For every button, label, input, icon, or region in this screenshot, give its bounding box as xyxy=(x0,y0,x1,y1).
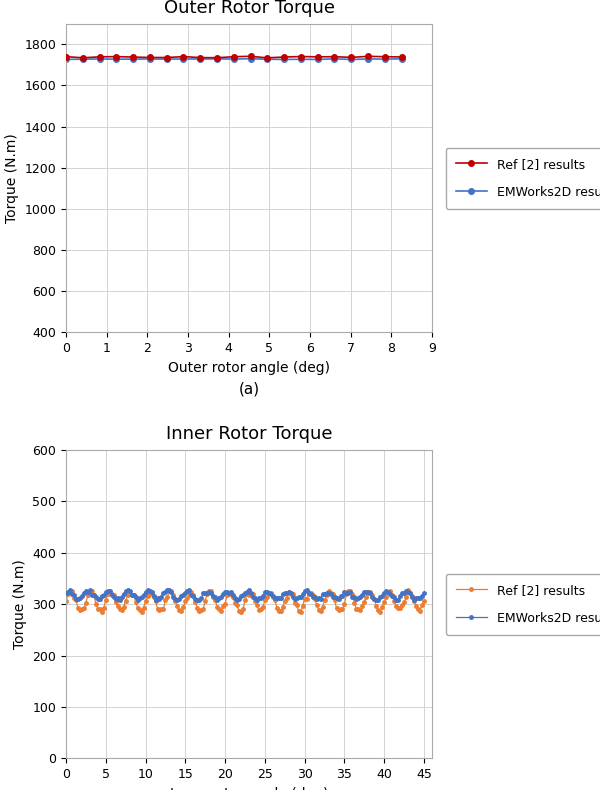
EMWorks2D results xyxy=(363,587,370,596)
Ref [2] results xyxy=(297,52,304,62)
EMWorks2D results xyxy=(197,55,204,64)
Ref [2] results xyxy=(130,52,137,62)
EMWorks2D results xyxy=(62,589,70,598)
Title: Outer Rotor Torque: Outer Rotor Torque xyxy=(163,0,335,17)
EMWorks2D results xyxy=(239,590,247,600)
Ref [2] results xyxy=(62,596,70,606)
Ref [2] results xyxy=(381,52,388,62)
Ref [2] results xyxy=(233,600,241,610)
Ref [2] results xyxy=(280,52,287,62)
EMWorks2D results xyxy=(297,55,304,64)
Ref [2] results xyxy=(230,52,238,62)
EMWorks2D results xyxy=(230,55,238,64)
Ref [2] results xyxy=(331,52,338,62)
EMWorks2D results xyxy=(116,595,124,604)
EMWorks2D results xyxy=(214,54,221,63)
Ref [2] results xyxy=(364,51,371,61)
EMWorks2D results xyxy=(263,55,271,64)
Ref [2] results xyxy=(197,53,204,62)
EMWorks2D results xyxy=(96,55,103,64)
Ref [2] results xyxy=(297,608,304,617)
Ref [2] results xyxy=(398,52,405,62)
EMWorks2D results xyxy=(238,592,245,601)
EMWorks2D results xyxy=(180,55,187,64)
Ref [2] results xyxy=(116,604,124,613)
EMWorks2D results xyxy=(92,592,100,602)
Ref [2] results xyxy=(404,585,412,595)
Ref [2] results xyxy=(347,53,355,62)
Ref [2] results xyxy=(214,53,221,62)
Ref [2] results xyxy=(113,52,120,62)
EMWorks2D results xyxy=(79,55,86,64)
EMWorks2D results xyxy=(347,55,355,64)
EMWorks2D results xyxy=(144,585,151,595)
Line: Ref [2] results: Ref [2] results xyxy=(64,589,426,614)
Line: EMWorks2D results: EMWorks2D results xyxy=(63,56,404,62)
Title: Inner Rotor Torque: Inner Rotor Torque xyxy=(166,424,332,442)
EMWorks2D results xyxy=(214,596,221,605)
X-axis label: Inner rotor angle (deg): Inner rotor angle (deg) xyxy=(170,787,328,790)
Ref [2] results xyxy=(79,53,86,62)
Line: EMWorks2D results: EMWorks2D results xyxy=(64,589,426,602)
Ref [2] results xyxy=(163,53,170,62)
EMWorks2D results xyxy=(381,55,388,64)
X-axis label: Outer rotor angle (deg): Outer rotor angle (deg) xyxy=(168,361,330,374)
Ref [2] results xyxy=(92,599,100,608)
EMWorks2D results xyxy=(364,55,371,64)
EMWorks2D results xyxy=(62,55,70,64)
EMWorks2D results xyxy=(280,55,287,64)
Ref [2] results xyxy=(314,52,321,62)
Line: Ref [2] results: Ref [2] results xyxy=(63,54,404,61)
EMWorks2D results xyxy=(398,54,405,63)
Ref [2] results xyxy=(96,52,103,62)
Text: (a): (a) xyxy=(238,382,260,397)
EMWorks2D results xyxy=(314,55,321,64)
EMWorks2D results xyxy=(113,55,120,64)
Ref [2] results xyxy=(361,596,368,606)
Ref [2] results xyxy=(162,596,169,605)
Y-axis label: Torque (N.m): Torque (N.m) xyxy=(13,559,27,649)
Legend: Ref [2] results, EMWorks2D results: Ref [2] results, EMWorks2D results xyxy=(446,574,600,634)
Legend: Ref [2] results, EMWorks2D results: Ref [2] results, EMWorks2D results xyxy=(446,148,600,209)
EMWorks2D results xyxy=(421,588,428,597)
Ref [2] results xyxy=(247,51,254,61)
Ref [2] results xyxy=(180,52,187,62)
EMWorks2D results xyxy=(331,54,338,63)
Y-axis label: Torque (N.m): Torque (N.m) xyxy=(5,134,19,223)
Ref [2] results xyxy=(421,596,428,606)
Ref [2] results xyxy=(62,52,70,62)
EMWorks2D results xyxy=(247,54,254,63)
Ref [2] results xyxy=(263,53,271,62)
Ref [2] results xyxy=(146,53,154,62)
Ref [2] results xyxy=(235,607,242,616)
EMWorks2D results xyxy=(163,55,170,64)
EMWorks2D results xyxy=(130,55,137,64)
EMWorks2D results xyxy=(146,55,154,64)
EMWorks2D results xyxy=(164,585,171,595)
